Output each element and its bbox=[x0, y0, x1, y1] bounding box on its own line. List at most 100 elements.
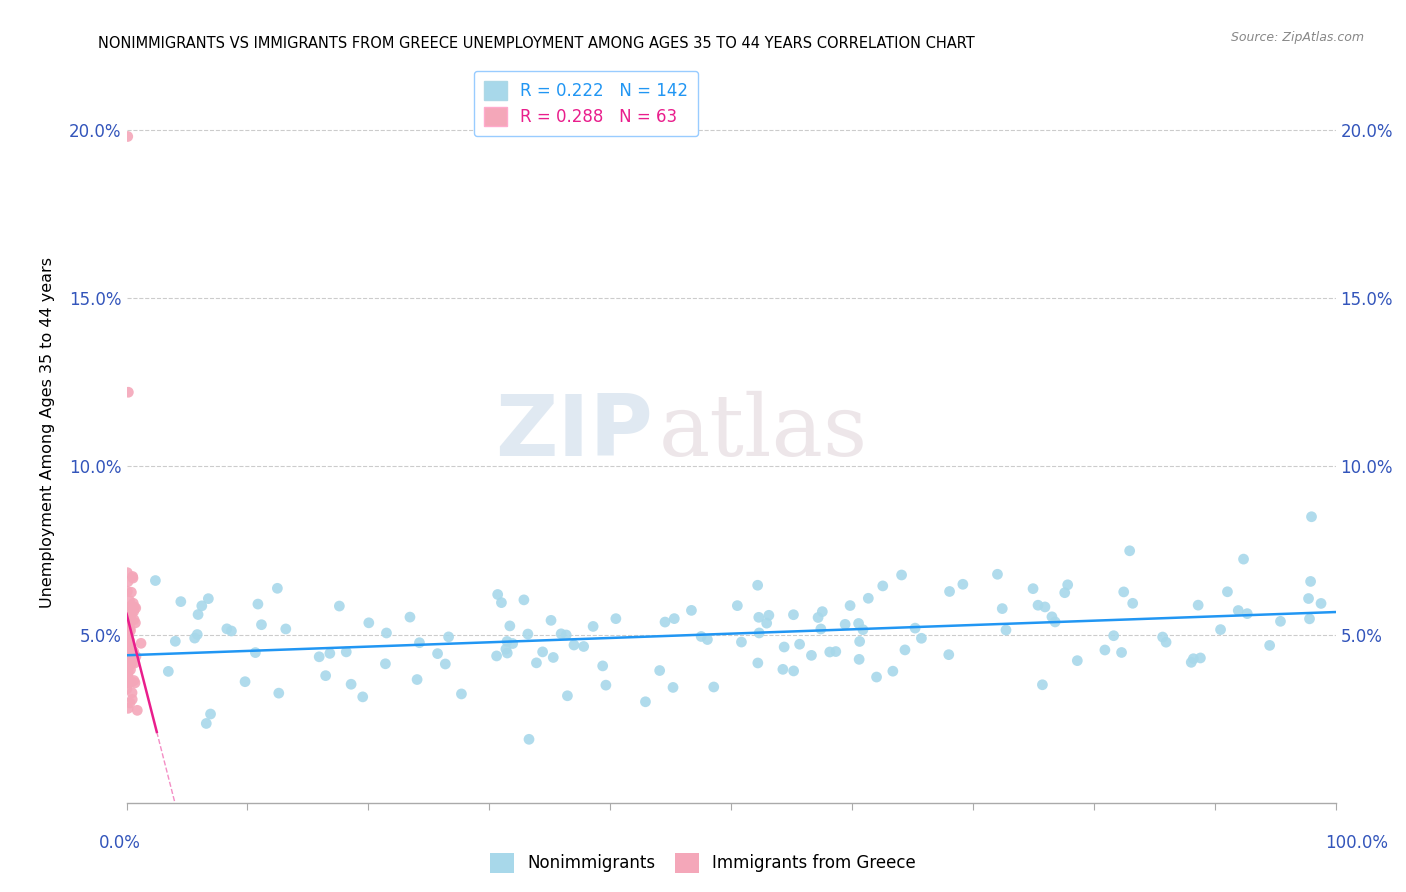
Point bbox=[335, 645, 357, 659]
Point bbox=[858, 591, 880, 606]
Point bbox=[1182, 651, 1205, 665]
Point bbox=[221, 624, 243, 638]
Point bbox=[187, 607, 209, 622]
Point bbox=[782, 664, 804, 678]
Point bbox=[122, 649, 145, 664]
Point bbox=[145, 574, 167, 588]
Point bbox=[120, 658, 142, 673]
Point bbox=[755, 616, 778, 631]
Point bbox=[810, 622, 832, 636]
Point bbox=[122, 644, 145, 658]
Point bbox=[662, 681, 685, 695]
Point bbox=[595, 678, 617, 692]
Point bbox=[848, 616, 870, 631]
Point bbox=[115, 621, 138, 635]
Point bbox=[882, 664, 904, 678]
Point bbox=[1122, 596, 1144, 610]
Point bbox=[904, 621, 927, 635]
Point bbox=[555, 628, 578, 642]
Point bbox=[824, 644, 846, 658]
Point bbox=[426, 647, 449, 661]
Point bbox=[186, 627, 208, 641]
Point bbox=[557, 689, 579, 703]
Point bbox=[1026, 599, 1049, 613]
Point bbox=[117, 129, 139, 144]
Point bbox=[486, 587, 509, 601]
Point bbox=[118, 628, 141, 642]
Point bbox=[406, 673, 429, 687]
Point bbox=[117, 584, 139, 599]
Point bbox=[496, 634, 519, 648]
Point bbox=[121, 569, 143, 583]
Point bbox=[894, 643, 917, 657]
Point bbox=[848, 652, 870, 666]
Point bbox=[572, 640, 595, 654]
Point bbox=[938, 648, 960, 662]
Point bbox=[246, 597, 269, 611]
Point bbox=[991, 601, 1014, 615]
Point bbox=[592, 659, 614, 673]
Point bbox=[485, 648, 508, 663]
Point bbox=[1298, 612, 1320, 626]
Point bbox=[758, 608, 780, 623]
Point bbox=[118, 647, 141, 661]
Point bbox=[789, 637, 811, 651]
Point bbox=[1066, 654, 1088, 668]
Point bbox=[195, 716, 218, 731]
Point bbox=[1022, 582, 1045, 596]
Text: 0.0%: 0.0% bbox=[98, 834, 141, 852]
Point bbox=[115, 633, 138, 648]
Point bbox=[121, 692, 143, 706]
Point bbox=[117, 385, 139, 400]
Point bbox=[122, 599, 145, 614]
Point bbox=[450, 687, 472, 701]
Point bbox=[117, 676, 139, 690]
Point bbox=[122, 605, 145, 619]
Point bbox=[1187, 598, 1209, 612]
Point bbox=[408, 636, 430, 650]
Point bbox=[1258, 639, 1281, 653]
Point bbox=[491, 596, 513, 610]
Point bbox=[910, 632, 932, 646]
Point bbox=[1310, 596, 1333, 610]
Point bbox=[118, 593, 141, 607]
Text: atlas: atlas bbox=[658, 391, 868, 475]
Point bbox=[340, 677, 363, 691]
Point bbox=[115, 681, 138, 696]
Point bbox=[374, 657, 396, 671]
Point bbox=[117, 653, 139, 667]
Point bbox=[125, 601, 148, 615]
Point bbox=[399, 610, 422, 624]
Point bbox=[696, 632, 718, 647]
Point bbox=[117, 566, 139, 580]
Point bbox=[1301, 509, 1323, 524]
Point bbox=[200, 706, 222, 721]
Point bbox=[121, 645, 143, 659]
Point bbox=[725, 599, 748, 613]
Point bbox=[1094, 643, 1116, 657]
Point bbox=[122, 596, 145, 610]
Point bbox=[1298, 591, 1320, 606]
Point bbox=[183, 631, 205, 645]
Point bbox=[890, 568, 912, 582]
Point bbox=[117, 628, 139, 642]
Point bbox=[165, 634, 187, 648]
Point bbox=[233, 674, 256, 689]
Point bbox=[748, 626, 770, 640]
Point bbox=[550, 627, 572, 641]
Point bbox=[1189, 651, 1212, 665]
Point bbox=[531, 645, 554, 659]
Point bbox=[811, 605, 834, 619]
Point bbox=[1180, 656, 1202, 670]
Point bbox=[773, 640, 796, 654]
Point bbox=[124, 600, 146, 615]
Point bbox=[120, 639, 142, 653]
Point bbox=[1040, 610, 1063, 624]
Point bbox=[117, 659, 139, 673]
Point bbox=[118, 601, 141, 615]
Point bbox=[121, 674, 143, 689]
Legend: R = 0.222   N = 142, R = 0.288   N = 63: R = 0.222 N = 142, R = 0.288 N = 63 bbox=[474, 70, 699, 136]
Point bbox=[730, 635, 752, 649]
Point bbox=[117, 627, 139, 641]
Point bbox=[865, 670, 887, 684]
